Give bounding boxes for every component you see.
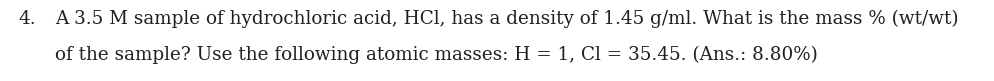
Text: of the sample? Use the following atomic masses: H = 1, Cl = 35.45. (Ans.: 8.80%): of the sample? Use the following atomic …: [55, 46, 817, 64]
Text: A 3.5 M sample of hydrochloric acid, HCl, has a density of 1.45 g/ml. What is th: A 3.5 M sample of hydrochloric acid, HCl…: [55, 10, 957, 28]
Text: 4.: 4.: [18, 10, 36, 28]
